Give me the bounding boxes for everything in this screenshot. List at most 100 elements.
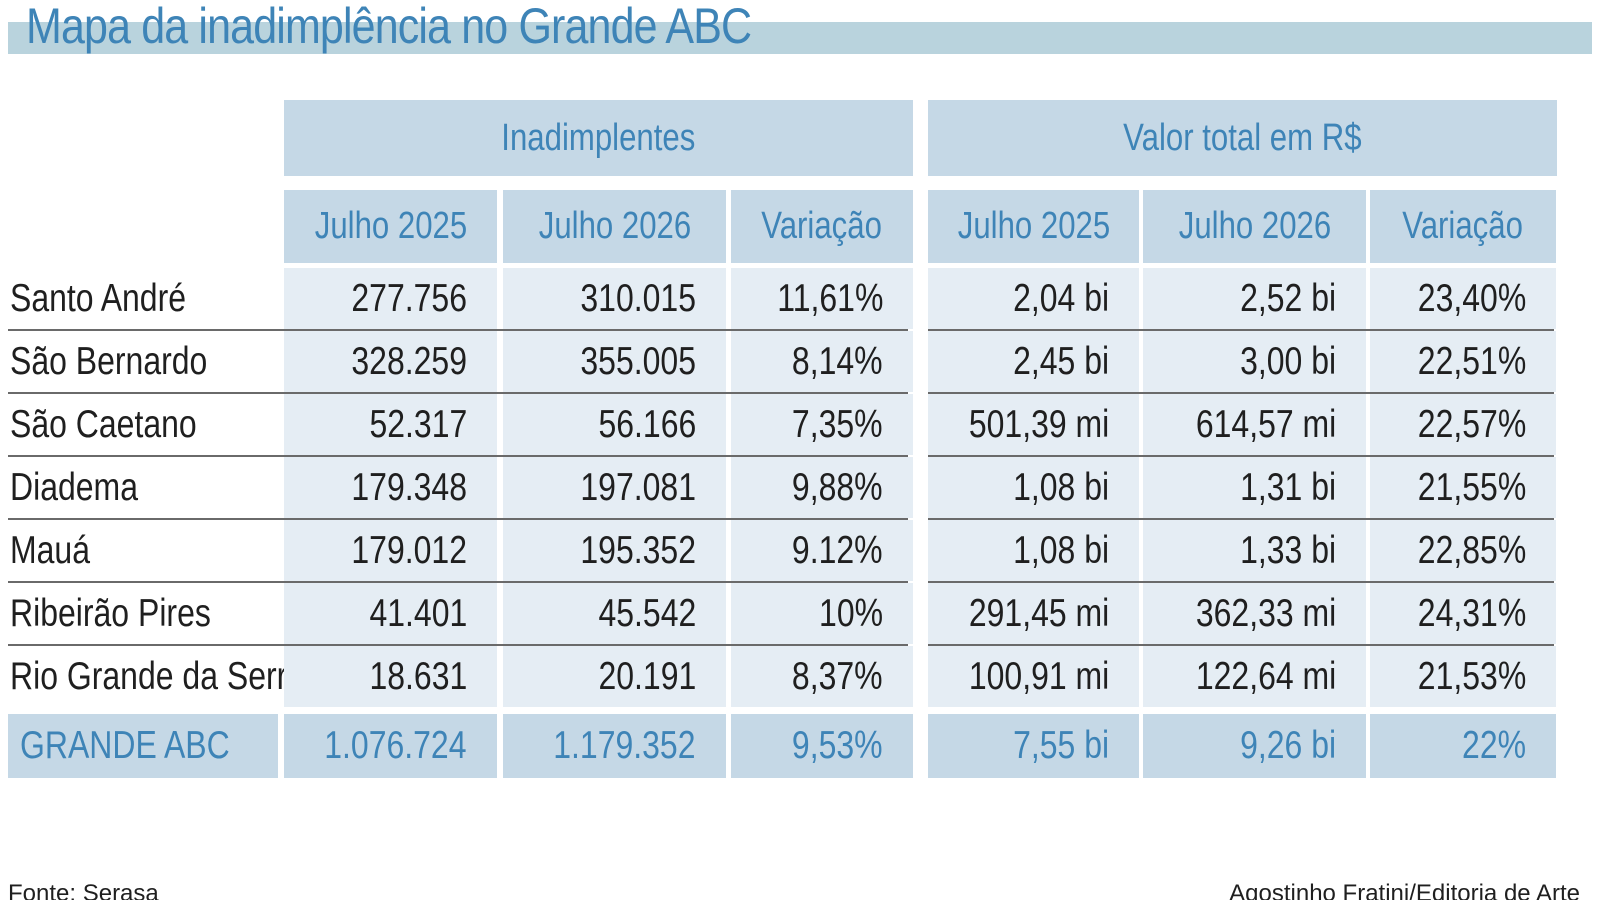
table-cell-text: 7,35% (792, 402, 883, 446)
row-label: Diadema (8, 457, 278, 518)
row-label-text: Mauá (10, 528, 91, 572)
row-divider (928, 329, 1554, 331)
table-cell-text: 195.352 (580, 528, 696, 572)
table-cell: 614,57 mi (1143, 394, 1366, 455)
row-label: São Bernardo (8, 331, 278, 392)
table-cell-text: 20.191 (598, 654, 696, 698)
column-header-text: Julho 2025 (314, 205, 467, 247)
table-cell-text: 10% (818, 591, 883, 635)
row-label: Mauá (8, 520, 278, 581)
total-cell: 22% (1370, 714, 1556, 778)
table-cell: 52.317 (284, 394, 497, 455)
group-header-text: Inadimplentes (501, 116, 696, 159)
table-cell: 21,53% (1370, 646, 1556, 707)
table-cell: 2,52 bi (1143, 268, 1366, 329)
row-label-text: Diadema (10, 465, 138, 509)
column-header-text: Variação (761, 205, 883, 247)
column-header-text: Variação (1402, 205, 1524, 247)
table-cell-text: 1,08 bi (1012, 465, 1109, 509)
total-cell-text: 22% (1461, 724, 1526, 767)
row-label-text: São Bernardo (10, 339, 208, 383)
table-cell-text: 2,04 bi (1012, 276, 1109, 320)
table-cell: 277.756 (284, 268, 497, 329)
row-divider (928, 518, 1554, 520)
credit-note: Agostinho Fratini/Editoria de Arte (1229, 880, 1580, 900)
total-cell: 1.179.352 (503, 714, 726, 778)
table-cell: 9,88% (731, 457, 913, 518)
row-divider (928, 455, 1554, 457)
table-cell-text: 11,61% (776, 276, 883, 320)
table-cell: 11,61% (731, 268, 913, 329)
table-cell-text: 355.005 (580, 339, 696, 383)
table-cell-text: 328.259 (351, 339, 467, 383)
table-cell: 20.191 (503, 646, 726, 707)
table-cell: 24,31% (1370, 583, 1556, 644)
table-cell-text: 21,55% (1417, 465, 1526, 509)
table-cell: 3,00 bi (1143, 331, 1366, 392)
table-cell: 2,45 bi (928, 331, 1139, 392)
table-cell: 22,85% (1370, 520, 1556, 581)
table-cell-text: 41.401 (369, 591, 467, 635)
column-header-text: Julho 2026 (1178, 205, 1331, 247)
row-divider (928, 581, 1554, 583)
row-divider (928, 392, 1554, 394)
table-cell: 197.081 (503, 457, 726, 518)
table-cell: 1,08 bi (928, 520, 1139, 581)
table-cell: 7,35% (731, 394, 913, 455)
table-cell: 310.015 (503, 268, 726, 329)
table-cell: 1,33 bi (1143, 520, 1366, 581)
table-cell-text: 2,45 bi (1012, 339, 1109, 383)
row-label-text: São Caetano (10, 402, 197, 446)
total-label-text: GRANDE ABC (20, 724, 230, 767)
row-divider (8, 455, 908, 457)
table-cell-text: 3,00 bi (1239, 339, 1336, 383)
column-header: Julho 2026 (1143, 190, 1366, 263)
table-cell: 291,45 mi (928, 583, 1139, 644)
table-cell: 23,40% (1370, 268, 1556, 329)
table-cell: 41.401 (284, 583, 497, 644)
table-cell: 45.542 (503, 583, 726, 644)
table-cell-text: 197.081 (580, 465, 696, 509)
row-label: Ribeirão Pires (8, 583, 278, 644)
table-cell: 22,51% (1370, 331, 1556, 392)
chart-title: Mapa da inadimplência no Grande ABC (26, 0, 752, 54)
table-cell: 2,04 bi (928, 268, 1139, 329)
table-cell-text: 2,52 bi (1239, 276, 1336, 320)
column-header-text: Julho 2025 (957, 205, 1110, 247)
table-cell-text: 1,31 bi (1239, 465, 1336, 509)
total-cell-text: 7,55 bi (1012, 724, 1109, 767)
title-bar: Mapa da inadimplência no Grande ABC (8, 0, 1592, 54)
table-cell: 56.166 (503, 394, 726, 455)
table-cell-text: 9.12% (792, 528, 883, 572)
total-cell-text: 1.076.724 (324, 724, 467, 767)
table-cell-text: 21,53% (1417, 654, 1526, 698)
table-cell: 1,08 bi (928, 457, 1139, 518)
table-cell-text: 8,14% (792, 339, 883, 383)
table-cell-text: 22,51% (1417, 339, 1526, 383)
row-divider (8, 392, 908, 394)
group-header-text: Valor total em R$ (1123, 116, 1362, 159)
table-cell-text: 24,31% (1417, 591, 1526, 635)
total-cell-text: 9,26 bi (1239, 724, 1336, 767)
row-divider (8, 518, 908, 520)
row-label-text: Rio Grande da Serra (10, 654, 306, 698)
table-cell: 18.631 (284, 646, 497, 707)
column-header: Julho 2026 (503, 190, 726, 263)
column-header-text: Julho 2026 (538, 205, 691, 247)
table-cell-text: 179.012 (351, 528, 467, 572)
table-cell: 355.005 (503, 331, 726, 392)
table-cell: 22,57% (1370, 394, 1556, 455)
column-header: Julho 2025 (928, 190, 1139, 263)
table-cell: 501,39 mi (928, 394, 1139, 455)
total-cell: 9,53% (731, 714, 913, 778)
table-cell: 8,37% (731, 646, 913, 707)
table-cell-text: 100,91 mi (968, 654, 1109, 698)
row-label: São Caetano (8, 394, 278, 455)
table-cell-text: 614,57 mi (1195, 402, 1336, 446)
table-cell-text: 8,37% (792, 654, 883, 698)
total-cell-text: 1.179.352 (553, 724, 696, 767)
column-header: Variação (1370, 190, 1556, 263)
table-cell: 362,33 mi (1143, 583, 1366, 644)
total-cell: 1.076.724 (284, 714, 497, 778)
row-label-text: Santo André (10, 276, 187, 320)
